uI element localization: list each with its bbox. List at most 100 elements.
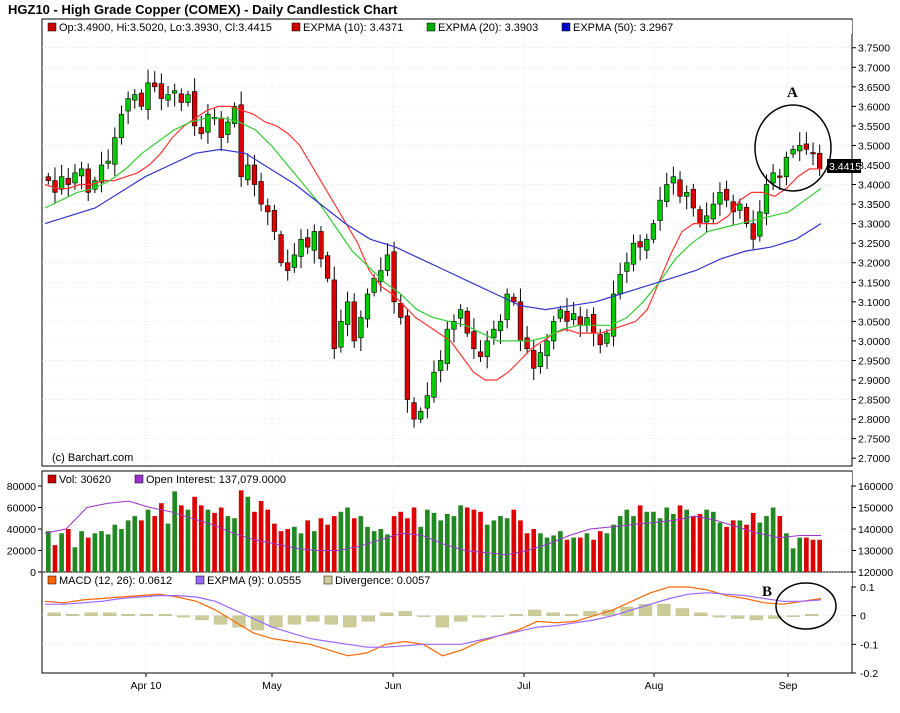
volume-bar-up: [145, 509, 151, 572]
volume-bar-down: [52, 545, 58, 572]
candle-body-up: [145, 82, 151, 110]
volume-bar-down: [318, 518, 324, 572]
candle: [677, 171, 683, 204]
candle: [172, 83, 178, 107]
candle-body-up: [118, 113, 125, 138]
candle: [504, 288, 510, 329]
divergence-bar: [84, 612, 98, 616]
x-tick-label: Jun: [385, 680, 402, 692]
candle: [85, 163, 91, 201]
price-tick-label: 3.6000: [858, 101, 890, 113]
candle: [477, 340, 484, 363]
volume-bar-up: [112, 524, 118, 572]
volume-bar-down: [524, 533, 530, 572]
candle-body-up: [664, 184, 670, 203]
candle: [311, 224, 317, 264]
candle-body-down: [464, 310, 470, 334]
price-tick-label: 3.5000: [858, 140, 890, 152]
divergence-bar: [546, 612, 560, 616]
divergence-bar: [583, 611, 597, 616]
volume-bar-up: [438, 520, 443, 572]
candle: [524, 326, 530, 355]
volume-bar-up: [298, 533, 304, 572]
macd-legend-swatch: [47, 575, 57, 585]
price-tick-label: 3.0000: [858, 336, 890, 348]
candle-body-down: [318, 231, 324, 260]
candle: [132, 89, 138, 109]
divergence-bar: [694, 612, 708, 616]
last-price-label: 3.4415: [829, 161, 861, 173]
x-tick-label: Jul: [517, 680, 530, 692]
volume-bar-down: [238, 490, 244, 572]
divergence-bar: [435, 615, 449, 628]
volume-bar-up: [125, 520, 131, 572]
oi-legend-swatch: [134, 474, 144, 484]
volume-bar-up: [611, 524, 616, 572]
candle: [604, 329, 610, 348]
candle-body-up: [604, 332, 610, 344]
candle: [457, 304, 464, 327]
candle: [657, 186, 663, 231]
candle-body-down: [471, 331, 477, 350]
candle-body-down: [285, 262, 291, 271]
candle-body-down: [65, 177, 71, 185]
candle-body-down: [178, 93, 184, 103]
candle: [145, 69, 151, 120]
volume-bar-up: [491, 520, 497, 572]
volume-legend-swatch: [47, 474, 57, 484]
volume-bar-up: [617, 516, 623, 572]
ema10-legend-swatch: [291, 22, 301, 32]
candle: [723, 180, 730, 208]
candle-body-up: [231, 106, 238, 124]
volume-bar-down: [730, 520, 736, 572]
open-interest-line: [44, 500, 821, 556]
candle: [551, 315, 557, 350]
volume-bar-up: [72, 547, 78, 572]
x-tick-label: Apr 10: [131, 680, 162, 692]
volume-bar-up: [651, 511, 656, 572]
candle-body-down: [278, 234, 284, 264]
candle: [92, 176, 98, 194]
volume-bar-down: [637, 505, 643, 572]
candle: [790, 145, 796, 158]
volume-bar-down: [391, 516, 397, 572]
candle-body-down: [531, 349, 537, 369]
annotation-b-label: B: [762, 584, 772, 600]
candle-body-down: [324, 255, 331, 279]
volume-bar-up: [59, 533, 64, 572]
macd-series-layer: [44, 586, 822, 657]
divergence-bar: [805, 614, 819, 616]
volume-bar-down: [691, 516, 696, 572]
candle-body-down: [351, 301, 357, 342]
candle: [484, 330, 490, 369]
volume-bar-down: [152, 516, 158, 572]
volume-bar-down: [597, 531, 603, 572]
candle-body-down: [810, 152, 816, 155]
candle: [537, 344, 544, 374]
divergence-bar: [731, 615, 745, 619]
candle-body-down: [271, 210, 278, 232]
candle-body-down: [191, 91, 198, 127]
candle-body-down: [677, 179, 683, 197]
candle: [464, 307, 470, 337]
oi-tick-label: 130000: [858, 546, 893, 558]
candle: [331, 266, 337, 359]
volume-bar-up: [418, 526, 424, 572]
candle-body-up: [704, 215, 710, 223]
candle-body-up: [438, 360, 444, 371]
candle-body-up: [670, 176, 677, 184]
divergence-bar: [398, 611, 412, 616]
candle: [52, 167, 58, 203]
price-tick-label: 2.8000: [858, 414, 890, 426]
candle: [750, 210, 756, 250]
macd-tick-label: -0.2: [860, 668, 878, 680]
divergence-bar: [454, 615, 468, 622]
volume-bar-down: [817, 539, 823, 572]
candle-body-down: [517, 301, 524, 342]
candle-body-up: [371, 278, 377, 293]
volume-bar-up: [245, 496, 251, 572]
ema10-legend-label: EXPMA (10): 3.4371: [303, 22, 403, 34]
volume-bar-down: [178, 505, 184, 572]
candle: [285, 249, 291, 281]
volume-bar-down: [411, 507, 417, 572]
